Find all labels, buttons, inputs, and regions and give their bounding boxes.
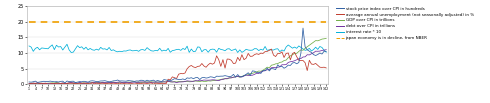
Legend: stock price index over CPI in hundreds, average annual unemployment (not seasona: stock price index over CPI in hundreds, … bbox=[337, 7, 474, 40]
